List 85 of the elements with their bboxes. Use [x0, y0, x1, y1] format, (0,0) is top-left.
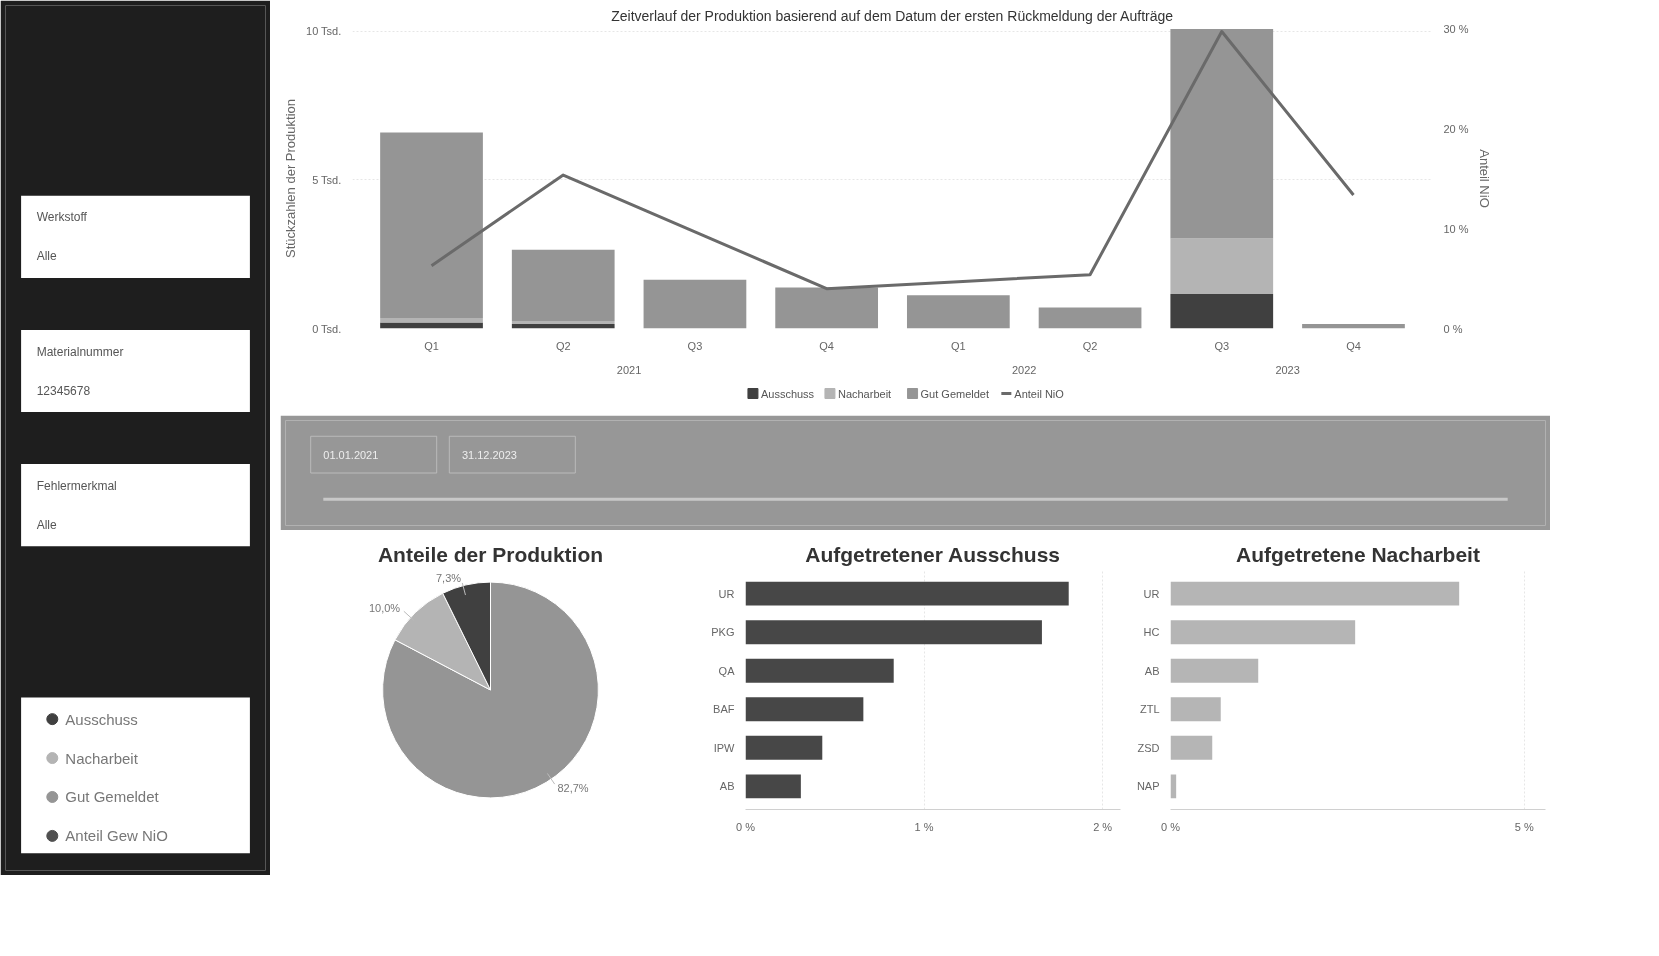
- category-label: Gut Gemeldet: [65, 788, 160, 806]
- bar: [745, 658, 894, 683]
- y-tick-label: NAP: [1136, 780, 1160, 793]
- bar: [745, 581, 1069, 606]
- x-tick-label: Q1: [951, 339, 966, 352]
- bar: [511, 321, 615, 325]
- x-tick-label: Q1: [424, 339, 439, 352]
- chart-title: Aufgetretene Nacharbeit: [1236, 542, 1480, 566]
- x-tick-label: Q2: [1082, 339, 1098, 352]
- bar: [1170, 658, 1259, 683]
- y-tick-label: UR: [1143, 587, 1160, 600]
- bar: [1170, 697, 1221, 722]
- y2-tick-label: 0 %: [1443, 322, 1463, 335]
- bar: [745, 620, 1042, 645]
- text: 2023: [1275, 363, 1300, 376]
- y-tick-label: IPW: [713, 741, 736, 754]
- y-tick-label: BAF: [713, 703, 735, 716]
- bar: [1170, 29, 1274, 239]
- y-tick-label: HC: [1143, 626, 1160, 639]
- chart-title: Anteile der Produktion: [377, 542, 604, 566]
- text: Fehlermerkmal: [36, 478, 117, 493]
- x-tick-label: 1 %: [914, 820, 934, 833]
- bar: [643, 279, 747, 329]
- bar: [1302, 324, 1405, 329]
- x-tick-label: Q4: [1346, 339, 1361, 352]
- text: 2022: [1011, 363, 1037, 376]
- bar: [380, 132, 483, 319]
- x-tick-label: Q2: [555, 339, 571, 352]
- category-label: Anteil Gew NiO: [65, 827, 168, 845]
- text: Alle: [36, 249, 58, 264]
- bar: [906, 295, 1010, 329]
- bar: [1170, 294, 1274, 329]
- legend-label: Nacharbeit: [837, 387, 892, 400]
- x-tick-label: Q3: [1214, 339, 1230, 352]
- y-tick-label: PKG: [711, 626, 735, 639]
- bar: [1038, 307, 1142, 329]
- y2-axis-title: Anteil NiO: [1476, 149, 1492, 208]
- bar: [511, 324, 615, 329]
- chart-title: Aufgetretener Ausschuss: [805, 542, 1061, 566]
- bar: [775, 287, 879, 329]
- text: Materialnummer: [36, 344, 124, 359]
- bar: [745, 697, 864, 722]
- data-label: 82,7%: [557, 782, 589, 795]
- text: 01.01.2021: [323, 448, 379, 461]
- bar: [745, 774, 801, 799]
- bar: [1170, 581, 1460, 606]
- y-tick-label: AB: [1144, 664, 1160, 677]
- bar: [1170, 735, 1213, 760]
- x-tick-label: 5 %: [1514, 820, 1534, 833]
- category-label: Ausschuss: [65, 710, 138, 728]
- text: Werkstoff: [36, 210, 88, 225]
- x-tick-label: Q3: [687, 339, 703, 352]
- bar: [745, 735, 823, 760]
- data-label: 10,0%: [368, 601, 401, 614]
- data-label: 7,3%: [435, 572, 462, 585]
- y-tick-label: ZTL: [1139, 703, 1160, 716]
- y2-tick-label: 20 %: [1443, 123, 1469, 136]
- y2-tick-label: 30 %: [1443, 23, 1469, 36]
- text: 12345678: [36, 383, 91, 398]
- text: 2021: [616, 363, 642, 376]
- legend-label: Gut Gemeldet: [920, 387, 990, 400]
- category-label: Nacharbeit: [65, 749, 139, 767]
- x-tick-label: 0 %: [1161, 820, 1181, 833]
- y-tick-label: ZSD: [1137, 741, 1160, 754]
- legend-label: Anteil NiO: [1014, 387, 1065, 400]
- y-tick-label: AB: [719, 780, 735, 793]
- x-tick-label: Q4: [819, 339, 834, 352]
- text: Alle: [36, 517, 58, 532]
- x-tick-label: 2 %: [1093, 820, 1113, 833]
- chart-title: Zeitverlauf der Produktion basierend auf dem Datum der ersten Rückmeldung der Aufträge: [611, 7, 1174, 24]
- x-tick-label: 0 %: [736, 820, 756, 833]
- y-tick-label: 0 Tsd.: [312, 322, 342, 335]
- y2-tick-label: 10 %: [1443, 222, 1469, 235]
- text: 31.12.2023: [461, 448, 517, 461]
- y-tick-label: 5 Tsd.: [312, 173, 342, 186]
- y-tick-label: QA: [718, 664, 736, 677]
- y-tick-label: 10 Tsd.: [306, 25, 342, 38]
- bar: [511, 249, 615, 322]
- y-axis-title: Stückzahlen der Produktion: [283, 99, 299, 258]
- line-series: [430, 29, 1355, 291]
- bar: [1170, 620, 1356, 645]
- bar: [380, 318, 483, 323]
- y-tick-label: UR: [718, 587, 735, 600]
- legend-label: Ausschuss: [760, 387, 815, 400]
- bar: [1170, 238, 1274, 295]
